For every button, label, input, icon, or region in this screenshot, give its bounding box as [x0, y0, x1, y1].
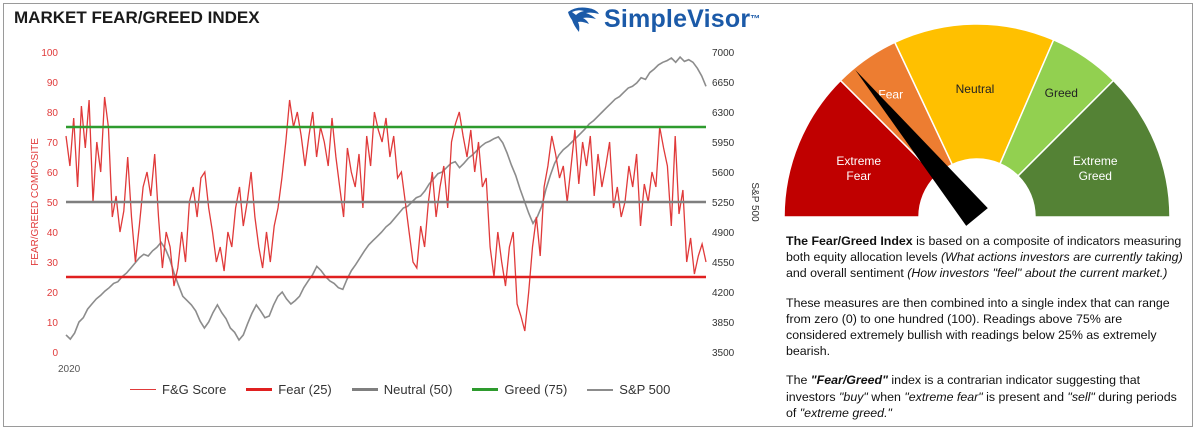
legend-swatch [351, 388, 378, 391]
index-description: The Fear/Greed Index is based on a compo… [786, 233, 1186, 434]
fg-score-series-line [65, 96, 707, 332]
legend-label: Neutral (50) [383, 382, 453, 397]
legend-item-fg-score: F&G Score [130, 382, 226, 397]
fear-greed-gauge: Extreme Fear Fear Neutral Greed Extreme Greed [783, 23, 1171, 226]
description-bold: The Fear/Greed Index [786, 234, 913, 248]
y-tick-label: 90 [47, 78, 59, 89]
y-tick-label: 60 [47, 168, 59, 179]
description-paragraph-1: The Fear/Greed Index is based on a compo… [786, 233, 1186, 282]
description-text: The [786, 373, 811, 388]
gauge-segment-label: Greed [1045, 86, 1078, 100]
description-bold-italic: "Fear/Greed" [810, 373, 888, 388]
gauge-segment-2 [893, 23, 1055, 166]
simplevisor-logo: SimpleVisor ™ [566, 5, 760, 34]
y2-tick-label: 4200 [712, 288, 735, 299]
gauge-segment-label: Fear [878, 87, 903, 101]
fear-greed-line-chart: 0 10 20 30 40 50 60 70 80 90 100 3500 3850 4200 4550 49… [30, 48, 760, 375]
legend-item-sp500: S&P 500 [587, 382, 670, 397]
description-italic: "extreme fear" [904, 389, 983, 404]
description-paragraph-2: These measures are then combined into a … [786, 295, 1170, 359]
description-italic: "buy" [839, 389, 868, 404]
legend-swatch [587, 388, 614, 391]
y-tick-label: 10 [47, 318, 59, 329]
description-italic: "extreme greed." [799, 405, 892, 420]
x-tick-label: 2020 [58, 364, 81, 375]
logo-text: SimpleVisor [604, 5, 751, 33]
gauge-segment-4 [1016, 79, 1171, 218]
description-text: when [867, 389, 905, 404]
legend-label: Fear (25) [278, 382, 332, 397]
description-text: is present and [982, 389, 1068, 404]
y2-tick-label: 7000 [712, 48, 735, 59]
y2-tick-label: 4900 [712, 228, 735, 239]
description-italic: (What actions investors are currently ta… [940, 250, 1183, 265]
legend-label: Greed (75) [504, 382, 568, 397]
gauge-segment-0 [783, 79, 938, 218]
y-tick-label: 100 [41, 48, 58, 59]
description-italic: (How investors "feel" about the current … [907, 266, 1168, 281]
page-title: MARKET FEAR/GREED INDEX [14, 8, 260, 27]
chart-legend: F&G Score Fear (25) Neutral (50) Greed (… [130, 382, 690, 397]
gauge-needle [855, 69, 988, 226]
description-paragraph-3: The "Fear/Greed" index is a contrarian i… [786, 372, 1186, 421]
description-text: and overall sentiment [786, 266, 908, 281]
y2-axis-label: S&P 500 [749, 182, 760, 222]
legend-item-fear: Fear (25) [246, 382, 332, 397]
y2-tick-label: 6650 [712, 78, 735, 89]
legend-label: F&G Score [162, 382, 227, 397]
legend-item-greed: Greed (75) [472, 382, 567, 397]
y2-tick-label: 3850 [712, 318, 735, 329]
description-text: during periods of [786, 389, 1177, 420]
sp500-series-line [65, 55, 707, 342]
gauge-segment-label: Neutral [956, 82, 995, 96]
gauge-segment-label: Extreme Greed [1073, 154, 1118, 183]
legend-swatch [472, 388, 499, 391]
description-text: is based on a composite of indicators me… [786, 234, 1182, 265]
gauge-segment-label: Extreme Fear [836, 154, 881, 183]
logo-trademark: ™ [750, 14, 761, 25]
y2-tick-label: 3500 [712, 348, 735, 359]
description-italic: "sell" [1067, 389, 1095, 404]
y2-tick-label: 6300 [712, 108, 735, 119]
y2-tick-label: 5950 [712, 138, 735, 149]
description-text: index is a contrarian indicator suggesti… [786, 373, 1141, 404]
y-tick-label: 70 [47, 138, 59, 149]
legend-swatch [246, 388, 273, 391]
y2-tick-label: 5250 [712, 198, 735, 209]
chart-frame [3, 3, 1193, 427]
y2-tick-label: 5600 [712, 168, 735, 179]
y-tick-label: 40 [47, 228, 59, 239]
y-axis-label: FEAR/GREED COMPOSITE [30, 138, 41, 266]
y-tick-label: 20 [47, 288, 59, 299]
y-tick-label: 50 [47, 198, 59, 209]
y-tick-label: 80 [47, 108, 59, 119]
legend-item-neutral: Neutral (50) [351, 382, 453, 397]
legend-label: S&P 500 [619, 382, 671, 397]
y2-tick-label: 4550 [712, 258, 735, 269]
eagle-icon [568, 7, 599, 32]
legend-swatch [130, 389, 156, 390]
y-tick-label: 0 [52, 348, 58, 359]
y-tick-label: 30 [47, 258, 59, 269]
